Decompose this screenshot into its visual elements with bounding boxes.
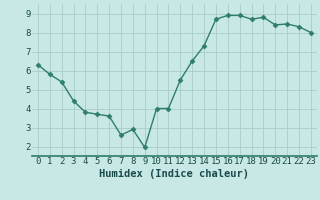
X-axis label: Humidex (Indice chaleur): Humidex (Indice chaleur) [100, 169, 249, 179]
